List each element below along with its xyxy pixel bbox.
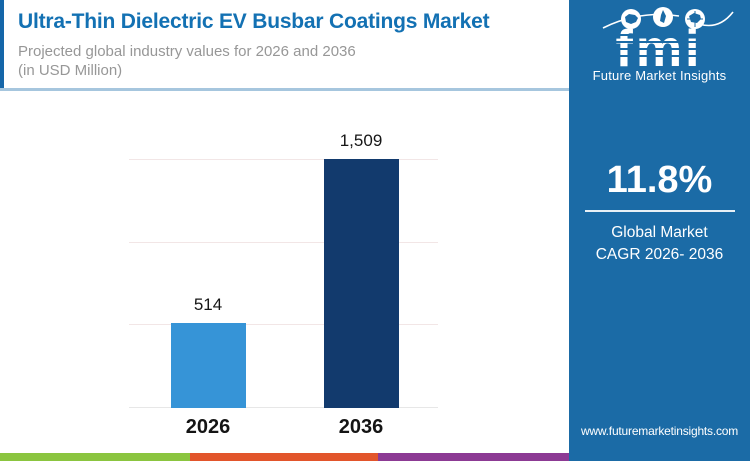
- cagr-label-line1: Global Market: [611, 224, 708, 241]
- bar-2036: [323, 158, 399, 408]
- compass-map-icon: [653, 7, 673, 27]
- cagr-block: 11.8% Global Market CAGR 2026- 2036: [569, 158, 750, 266]
- header: Ultra-Thin Dielectric EV Busbar Coatings…: [0, 0, 569, 91]
- website-link[interactable]: www.futuremarketinsights.com: [580, 424, 739, 438]
- stripe-purple: [378, 453, 569, 461]
- cagr-label: Global Market CAGR 2026- 2036: [569, 222, 750, 266]
- gridline-500: [129, 324, 438, 326]
- bar-2026: [170, 323, 246, 408]
- stripe-green: [0, 453, 190, 461]
- page-subtitle: Projected global industry values for 202…: [18, 42, 538, 80]
- stripe-orange: [190, 453, 378, 461]
- header-accent-bar: [0, 0, 4, 88]
- page-title: Ultra-Thin Dielectric EV Busbar Coatings…: [18, 10, 490, 33]
- cagr-value: 11.8%: [606, 159, 713, 201]
- footer-stripe: [0, 453, 569, 461]
- page-subtitle-line1: Projected global industry values for 202…: [18, 43, 356, 60]
- gridline-0: [129, 407, 438, 408]
- cagr-label-line2: CAGR 2026- 2036: [595, 246, 724, 263]
- plot-area: 514 2026 1,509 2036: [129, 131, 438, 438]
- bar-category-label-2036: 2036: [338, 416, 384, 438]
- sidebar: fmi Future Market Insights 11.8% Global …: [569, 0, 750, 461]
- gridline-1500: [129, 159, 438, 160]
- gridline-1000: [129, 241, 438, 243]
- logo-subtext: Future Market Insights: [592, 68, 727, 83]
- globe-icon: [685, 9, 705, 29]
- map-icon: [621, 9, 641, 29]
- page-subtitle-line2: (in USD Million): [18, 62, 123, 79]
- cagr-divider: [584, 210, 735, 212]
- logo-stripes: [597, 34, 721, 57]
- fmi-logo: fmi: [597, 7, 734, 70]
- logo-fmi-text: fmi: [616, 20, 703, 70]
- bar-value-label-2026: 514: [193, 295, 223, 315]
- bar-category-label-2026: 2026: [185, 416, 231, 438]
- bar-value-label-2036: 1,509: [339, 130, 383, 150]
